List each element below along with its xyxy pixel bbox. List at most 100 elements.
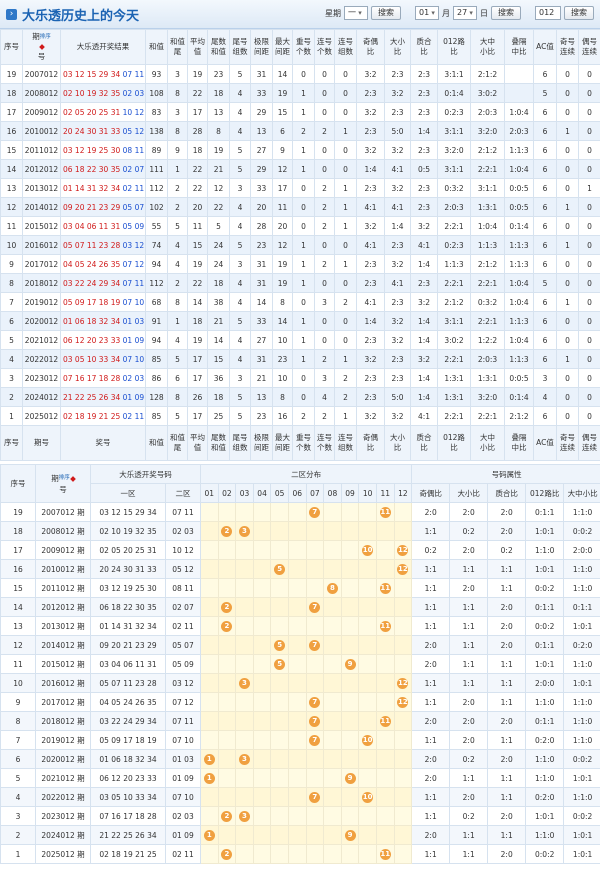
sort-icon[interactable] bbox=[39, 44, 45, 50]
cell: 2:3 bbox=[356, 368, 385, 388]
cell: 03 12 bbox=[165, 673, 201, 693]
cell: 2:3 bbox=[356, 178, 385, 198]
header-text: 比 bbox=[393, 443, 402, 452]
ball: 3 bbox=[238, 525, 250, 537]
dist-cell bbox=[358, 844, 377, 864]
week-select[interactable]: 一 bbox=[344, 6, 368, 20]
cell bbox=[504, 83, 534, 103]
cell: 1:1 bbox=[487, 673, 527, 693]
dist-cell bbox=[393, 787, 413, 807]
search-button[interactable]: 搜索 bbox=[564, 6, 594, 20]
dist-cell bbox=[393, 825, 413, 845]
dist-cell bbox=[375, 806, 395, 826]
cell: 11 bbox=[272, 197, 293, 217]
header-cell: 和值尾 bbox=[167, 29, 188, 65]
search-button[interactable]: 搜索 bbox=[491, 6, 521, 20]
cell: 18 bbox=[187, 140, 208, 160]
dist-cell bbox=[217, 673, 237, 693]
header-cell: 03 bbox=[235, 483, 254, 503]
dist-cell bbox=[358, 654, 377, 674]
cell: 0 bbox=[578, 121, 600, 141]
back-numbers: 07 10 bbox=[122, 354, 145, 364]
dist-cell bbox=[375, 673, 395, 693]
result-cell: 03 12 19 25 30 08 11 bbox=[60, 140, 146, 160]
dist-cell bbox=[340, 806, 360, 826]
cell: 2015012 bbox=[22, 216, 61, 236]
header-text: 序号 bbox=[4, 438, 19, 447]
cell: 24 bbox=[207, 235, 230, 255]
cell: 0 bbox=[578, 273, 600, 293]
data-row: 6 2020012 01 06 18 32 34 01 03 91 1 18 21 5 33 14… bbox=[0, 311, 600, 331]
dist-cell bbox=[305, 768, 325, 788]
cell: 74 bbox=[145, 235, 168, 255]
sort-label[interactable]: 排序 bbox=[58, 474, 70, 481]
cell: 1:1:0 bbox=[563, 654, 600, 674]
dist-cell bbox=[270, 616, 289, 636]
cell: 2009012 bbox=[22, 102, 61, 122]
cell: 0:2:3 bbox=[437, 235, 471, 255]
cell: 2023012 bbox=[22, 368, 61, 388]
cell: 1 bbox=[292, 349, 315, 369]
header-cell: 期号 bbox=[22, 425, 61, 461]
cell: 28 bbox=[187, 121, 208, 141]
header-text: 组数 bbox=[232, 47, 248, 56]
cell: 1:1:0 bbox=[525, 749, 565, 769]
header-cell: 最大 间距 bbox=[272, 29, 293, 65]
sort-icon[interactable] bbox=[69, 475, 76, 482]
dist-cell bbox=[217, 502, 237, 522]
month-select[interactable]: 01 bbox=[415, 6, 439, 20]
cell: 1:1 bbox=[411, 616, 451, 636]
cell: 2024012 期 bbox=[35, 825, 91, 845]
cell: 1:3:1 bbox=[437, 387, 471, 407]
day-select[interactable]: 27 bbox=[453, 6, 477, 20]
sort-label[interactable]: 排序 bbox=[39, 34, 51, 40]
cell: 1:1:0 bbox=[563, 578, 600, 598]
ball: 7 bbox=[309, 696, 321, 708]
front-numbers: 06 18 22 30 35 bbox=[63, 164, 121, 174]
cell: 13 bbox=[207, 102, 230, 122]
cell: 01 14 31 32 34 bbox=[90, 616, 166, 636]
data-row: 14 2012012 期 06 18 22 30 35 02 07 2 7 1:1 1:1 2:… bbox=[0, 597, 600, 617]
header-cell: 07 bbox=[305, 483, 325, 503]
dist-cell bbox=[270, 692, 289, 712]
cell: 55 bbox=[145, 216, 168, 236]
cell: 05 09 17 18 19 bbox=[90, 730, 166, 750]
header-cell: 大中小比 bbox=[470, 29, 505, 65]
dist-cell bbox=[375, 730, 395, 750]
cell: 1:1 bbox=[411, 673, 451, 693]
cell: 05 07 11 23 28 bbox=[90, 673, 166, 693]
cell: 21 22 25 26 34 bbox=[90, 825, 166, 845]
cell: 2:1:2 bbox=[470, 64, 505, 84]
cell: 112 bbox=[145, 178, 168, 198]
cell: 02 18 19 21 25 bbox=[90, 844, 166, 864]
search-button[interactable]: 搜索 bbox=[371, 6, 401, 20]
dist-cell bbox=[252, 673, 272, 693]
cell: 1:0:4 bbox=[504, 292, 534, 312]
cell: 18 bbox=[207, 387, 230, 407]
dist-cell bbox=[287, 673, 307, 693]
cell: 2009012 期 bbox=[35, 540, 91, 560]
back-numbers: 07 12 bbox=[122, 259, 145, 269]
cell: 0 bbox=[578, 368, 600, 388]
cell: 1 bbox=[167, 159, 188, 179]
header-text: 大中 bbox=[480, 433, 495, 442]
code-input[interactable]: 012 bbox=[535, 6, 561, 20]
cell: 0:0:2 bbox=[563, 806, 600, 826]
header-cell: 叠隔 中比 bbox=[504, 29, 534, 65]
dist-cell bbox=[375, 787, 395, 807]
cell: 0 bbox=[556, 64, 579, 84]
cell: 2:2:1 bbox=[437, 216, 471, 236]
cell: 0:1:1 bbox=[563, 597, 600, 617]
dist-cell bbox=[252, 521, 272, 541]
cell: 3:2 bbox=[356, 102, 385, 122]
cell: 3:0:2 bbox=[437, 330, 471, 350]
dist-cell bbox=[393, 578, 413, 598]
cell: 0 bbox=[578, 311, 600, 331]
cell: 2:0 bbox=[487, 635, 527, 655]
cell: 2:1:2 bbox=[470, 140, 505, 160]
cell: 07 12 bbox=[165, 692, 201, 712]
cell: 2:0 bbox=[411, 768, 451, 788]
cell: 11 bbox=[187, 216, 208, 236]
header-text: 奖号 bbox=[95, 438, 111, 447]
cell: 1:1 bbox=[411, 578, 451, 598]
